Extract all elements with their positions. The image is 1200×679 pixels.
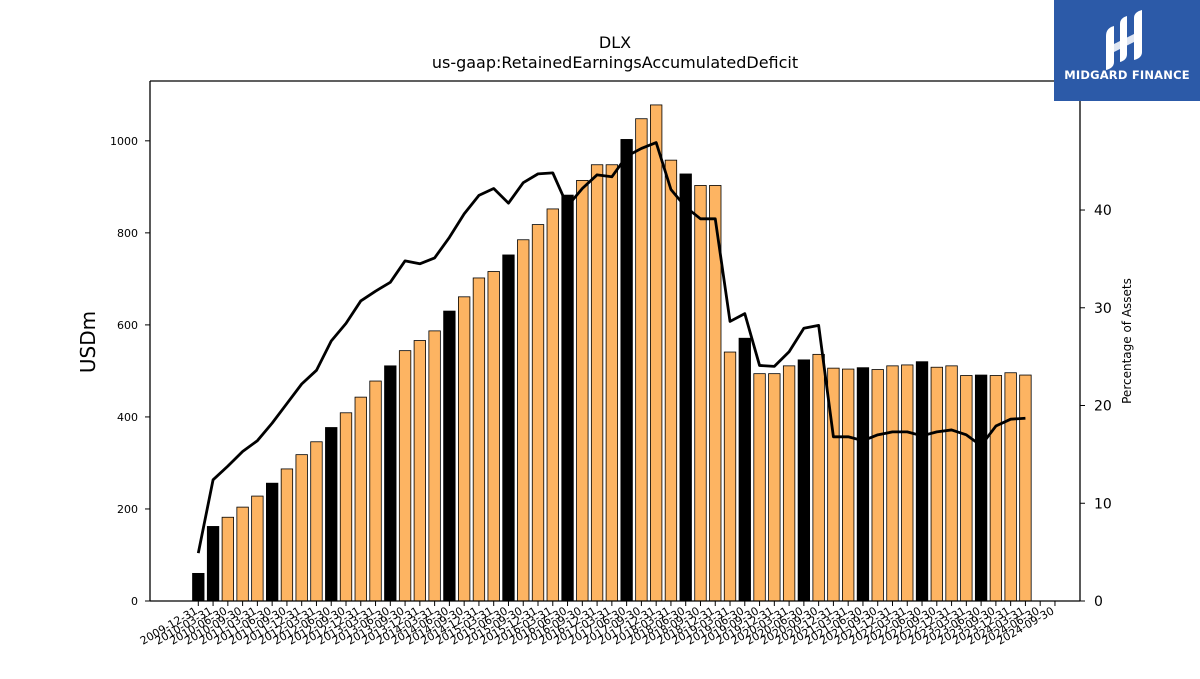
bar	[605, 164, 619, 602]
bar	[236, 506, 249, 602]
y2-tick-label: 20	[1094, 399, 1112, 415]
y-tick-label: 200	[117, 503, 138, 516]
y-tick-label: 800	[117, 227, 138, 240]
midgard-finance-logo: MIDGARD FINANCE	[1054, 0, 1200, 101]
chart-title: DLX	[599, 33, 631, 52]
y-tick-label: 1000	[110, 135, 138, 148]
logo-text: MIDGARD FINANCE	[1064, 68, 1190, 82]
bar	[797, 359, 811, 602]
bar	[265, 482, 279, 602]
bar	[945, 365, 958, 602]
bar	[856, 367, 870, 602]
bar	[413, 340, 427, 602]
bar	[620, 139, 633, 602]
y-axis-label: USDm	[76, 311, 100, 373]
y2-tick-label: 10	[1094, 496, 1112, 512]
bar	[398, 350, 412, 602]
y2-tick-label: 0	[1094, 594, 1103, 610]
bar	[738, 337, 751, 602]
chart-subtitle: us-gaap:RetainedEarningsAccumulatedDefic…	[432, 53, 798, 72]
bar	[546, 208, 559, 602]
bar	[915, 361, 929, 602]
y-tick-label: 600	[117, 319, 138, 332]
bar	[384, 365, 397, 602]
bar	[782, 365, 796, 602]
bar	[960, 375, 973, 602]
bar	[930, 366, 943, 602]
bar	[531, 224, 545, 602]
bar	[1019, 374, 1032, 602]
y-tick-label: 400	[117, 411, 138, 424]
bar	[428, 330, 441, 602]
percentage-line	[196, 141, 1026, 554]
bar	[192, 572, 205, 602]
bar	[842, 368, 855, 602]
midgard-logo-icon	[1106, 10, 1142, 70]
bar	[354, 396, 367, 602]
bar	[871, 369, 884, 602]
bar	[561, 194, 574, 602]
bar	[339, 412, 353, 602]
bar-series	[192, 104, 1032, 602]
bar	[472, 277, 486, 602]
bar	[812, 353, 825, 602]
y-tick-label: 0	[131, 595, 138, 608]
bar	[753, 373, 766, 602]
bar	[664, 159, 678, 602]
bar	[635, 118, 648, 602]
bar	[590, 164, 604, 602]
y2-axis-label: Percentage of Assets	[1120, 278, 1134, 404]
bar	[679, 173, 692, 602]
bar	[886, 365, 899, 602]
bar	[768, 373, 781, 602]
bar	[206, 526, 220, 602]
bar	[325, 427, 338, 602]
bar	[251, 495, 264, 602]
bar	[295, 454, 308, 602]
bar	[974, 374, 988, 602]
bar	[502, 254, 515, 602]
bar	[517, 239, 530, 602]
bar	[221, 516, 234, 602]
bar	[723, 351, 737, 602]
bar	[694, 185, 707, 602]
axes-group: 020040060080010000102030402009-12-312010…	[110, 80, 1112, 648]
bar	[901, 364, 914, 602]
y2-tick-label: 40	[1094, 203, 1112, 219]
bar	[1004, 372, 1017, 602]
bar	[487, 271, 500, 602]
y2-tick-label: 30	[1094, 301, 1112, 317]
bar	[458, 296, 471, 602]
line-series-group	[196, 141, 1026, 554]
bar	[989, 375, 1003, 602]
bar	[280, 468, 294, 602]
bar	[369, 380, 382, 602]
bar	[650, 104, 663, 602]
bar	[443, 310, 456, 602]
bar	[576, 179, 589, 602]
bar	[310, 441, 323, 602]
